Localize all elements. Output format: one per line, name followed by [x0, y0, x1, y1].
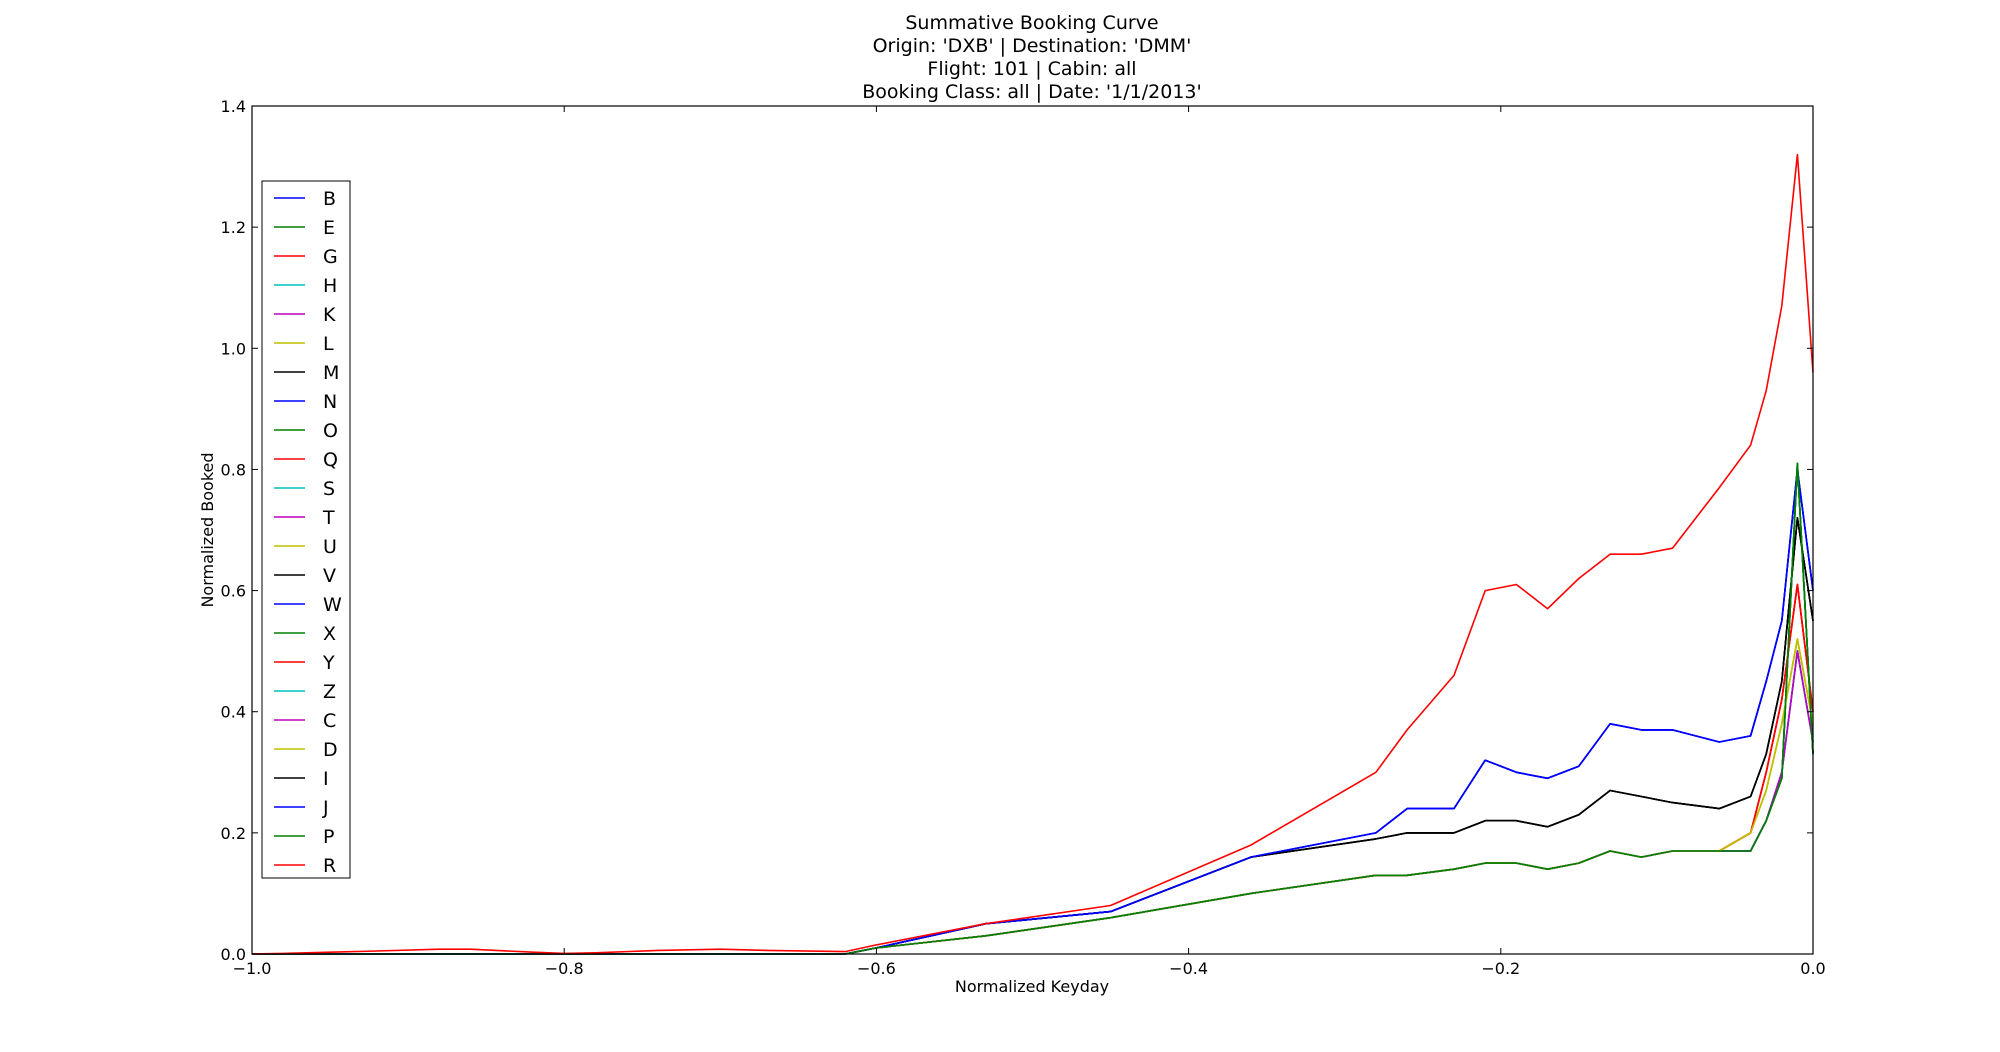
legend-label-O: O — [323, 420, 338, 442]
series-line-J — [252, 468, 1814, 955]
legend-label-K: K — [323, 304, 336, 326]
legend-label-W: W — [323, 594, 342, 616]
series-line-Y — [252, 583, 1814, 955]
series-line-V — [252, 517, 1814, 955]
x-tick-label: −0.6 — [857, 959, 896, 978]
x-tick-label: −0.4 — [1169, 959, 1208, 978]
series-line-L — [252, 638, 1814, 955]
series-line-W — [252, 468, 1814, 955]
legend-label-R: R — [323, 855, 336, 877]
legend-label-Z: Z — [323, 681, 336, 703]
legend-label-J: J — [322, 797, 329, 819]
y-tick-label: 1.4 — [221, 97, 246, 116]
y-axis-ticks: 0.0 0.2 0.4 0.6 0.8 1.0 1.2 1.4 — [221, 97, 1813, 964]
legend-label-T: T — [322, 507, 335, 529]
legend-label-U: U — [323, 536, 337, 558]
series-line-E — [252, 462, 1814, 955]
series-line-M — [252, 517, 1814, 955]
y-tick-label: 0.0 — [221, 945, 246, 964]
series-line-S — [252, 462, 1814, 955]
y-tick-label: 0.4 — [221, 703, 246, 722]
series-line-T — [252, 650, 1814, 955]
legend-label-S: S — [323, 478, 335, 500]
y-tick-label: 0.2 — [221, 824, 246, 843]
legend-label-P: P — [323, 826, 334, 848]
series-line-P — [252, 462, 1814, 955]
series-line-C — [252, 650, 1814, 955]
chart-title-line-4: Booking Class: all | Date: '1/1/2013' — [862, 81, 1201, 103]
x-axis-ticks: −1.0 −0.8 −0.6 −0.4 −0.2 0.0 — [233, 106, 1826, 978]
legend-label-V: V — [323, 565, 336, 587]
legend-box — [261, 180, 351, 879]
series-line-Z — [252, 650, 1814, 955]
x-tick-label: −1.0 — [233, 959, 272, 978]
legend-label-M: M — [323, 362, 339, 384]
legend-label-X: X — [323, 623, 336, 645]
legend-label-N: N — [323, 391, 337, 413]
series-line-H — [252, 650, 1814, 955]
legend-label-Q: Q — [323, 449, 338, 471]
legend-label-C: C — [323, 710, 336, 732]
legend-label-H: H — [323, 275, 337, 297]
series-lines — [251, 153, 1814, 955]
legend-label-L: L — [323, 333, 334, 355]
y-axis-label: Normalized Booked — [198, 452, 217, 607]
y-tick-label: 1.0 — [221, 339, 246, 358]
y-tick-label: 0.8 — [221, 460, 246, 479]
chart-title-line-3: Flight: 101 | Cabin: all — [927, 58, 1136, 80]
axes-frame — [251, 105, 1814, 955]
series-line-G — [252, 583, 1814, 955]
series-line-N — [252, 468, 1814, 955]
legend-label-Y: Y — [322, 652, 335, 674]
series-line-I — [252, 517, 1814, 955]
legend-label-E: E — [323, 217, 335, 239]
series-line-U — [252, 638, 1814, 955]
series-line-R — [251, 153, 1814, 955]
x-tick-label: 0.0 — [1800, 959, 1825, 978]
legend-label-B: B — [323, 188, 336, 210]
x-tick-label: −0.2 — [1481, 959, 1520, 978]
series-line-Q — [252, 583, 1814, 955]
plot-area: −1.0 −0.8 −0.6 −0.4 −0.2 0.0 0.0 0.2 0.4 0.6 0.8 1… — [221, 97, 1826, 978]
series-line-O — [252, 462, 1814, 955]
x-tick-label: −0.8 — [545, 959, 584, 978]
chart-title-line-2: Origin: 'DXB' | Destination: 'DMM' — [873, 35, 1192, 57]
legend-label-I: I — [323, 768, 329, 790]
y-tick-label: 0.6 — [221, 582, 246, 601]
chart-title-line-1: Summative Booking Curve — [905, 12, 1158, 34]
chart-title: Summative Booking Curve Origin: 'DXB' | … — [862, 12, 1201, 103]
y-tick-label: 1.2 — [221, 218, 246, 237]
legend-label-G: G — [323, 246, 338, 268]
series-line-K — [252, 462, 1814, 955]
legend-label-D: D — [323, 739, 338, 761]
x-axis-label: Normalized Keyday — [955, 977, 1109, 996]
series-line-B — [252, 650, 1814, 955]
series-line-X — [252, 462, 1814, 955]
series-line-D — [252, 638, 1814, 955]
